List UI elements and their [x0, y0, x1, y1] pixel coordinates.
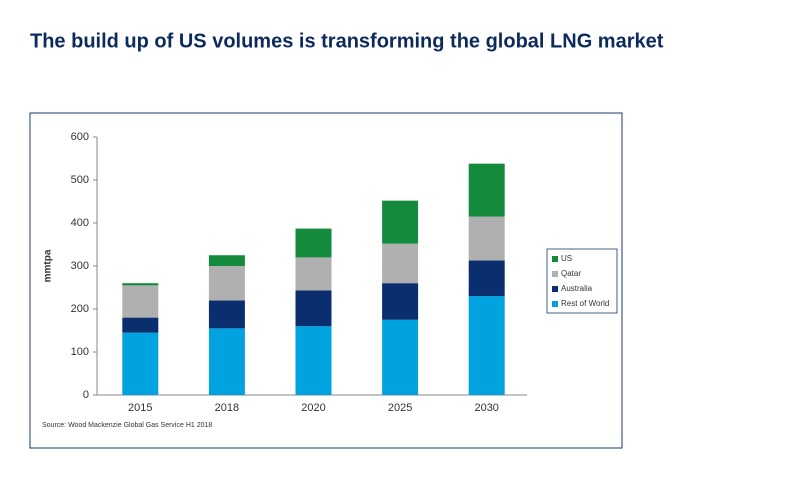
legend-swatch: [552, 271, 558, 277]
y-tick-label: 0: [83, 389, 89, 401]
bar-segment: [122, 285, 159, 318]
legend-label: Rest of World: [561, 299, 609, 308]
bar-segment: [382, 283, 419, 320]
bar-segment: [468, 260, 505, 297]
x-tick-label: 2018: [215, 402, 239, 414]
bar-segment: [468, 216, 505, 261]
bar-segment: [208, 266, 245, 301]
legend-label: Qatar: [561, 269, 581, 278]
bar-segment: [382, 200, 419, 244]
bar-segment: [122, 332, 159, 395]
x-tick-label: 2015: [128, 402, 152, 414]
legend-swatch: [552, 256, 558, 262]
y-tick-label: 400: [71, 217, 89, 229]
x-tick-label: 2020: [301, 402, 325, 414]
bar-segment: [382, 243, 419, 284]
legend-frame: [546, 248, 618, 314]
page-title: The build up of US volumes is transformi…: [30, 30, 664, 52]
y-tick-label: 600: [71, 131, 89, 143]
y-tick-label: 200: [71, 303, 89, 315]
bar-segment: [382, 319, 419, 395]
bar-segment: [468, 296, 505, 395]
legend-label: Australia: [561, 284, 593, 293]
chart-frame: [29, 112, 623, 449]
legend-swatch: [552, 301, 558, 307]
y-tick-label: 500: [71, 174, 89, 186]
bar-segment: [295, 326, 332, 395]
bar-segment: [295, 228, 332, 258]
x-tick-label: 2030: [474, 402, 498, 414]
y-tick-label: 100: [71, 346, 89, 358]
y-tick-label: 300: [71, 260, 89, 272]
bar-segment: [122, 283, 159, 286]
bar-segment: [122, 317, 159, 333]
bar-segment: [468, 163, 505, 217]
bar-segment: [208, 328, 245, 395]
legend-label: US: [561, 254, 572, 263]
x-tick-label: 2025: [388, 402, 412, 414]
legend-swatch: [552, 286, 558, 292]
bar-segment: [295, 257, 332, 291]
bar-segment: [208, 300, 245, 329]
bar-segment: [295, 290, 332, 327]
y-axis-label: mmtpa: [43, 249, 54, 282]
bar-segment: [208, 255, 245, 266]
source-note: Source: Wood Mackenzie Global Gas Servic…: [42, 422, 212, 429]
